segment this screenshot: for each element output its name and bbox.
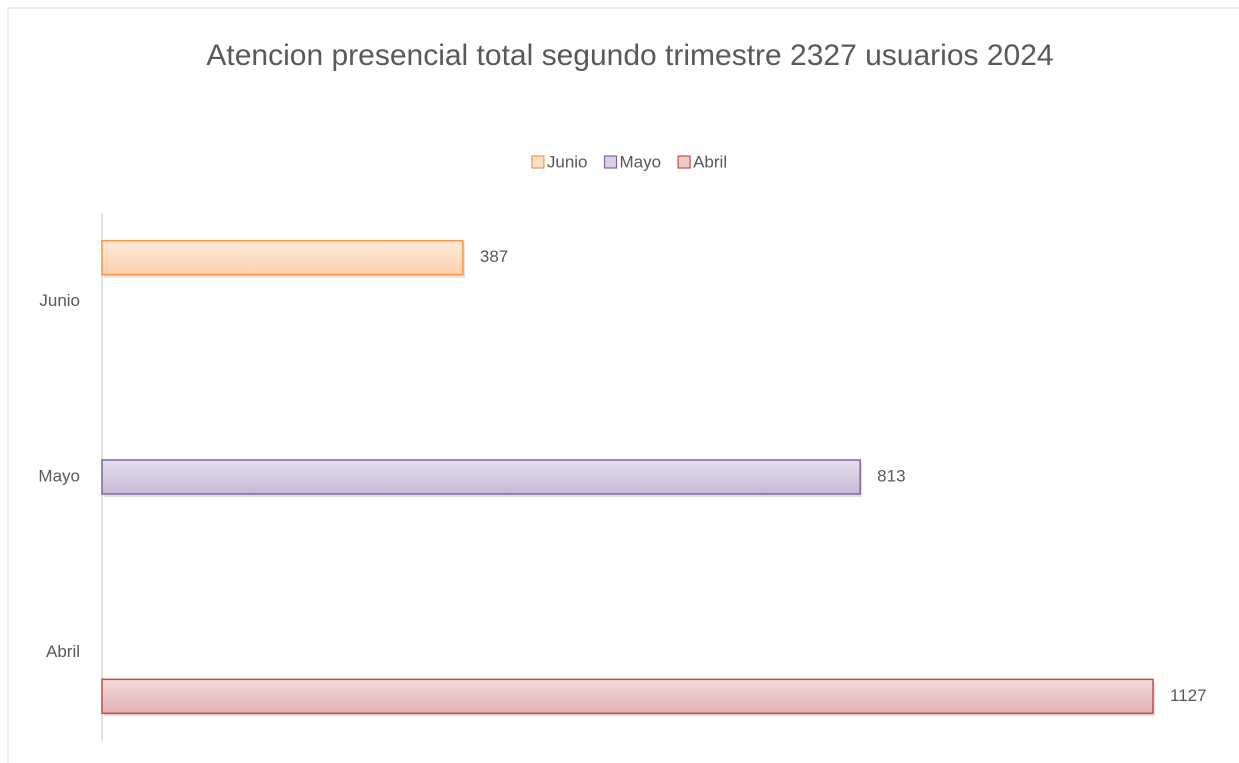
legend-swatch	[677, 155, 691, 169]
bar	[101, 239, 464, 276]
legend-swatch	[603, 155, 618, 169]
y-tick-label: Junio	[39, 291, 80, 310]
legend-label: Mayo	[620, 152, 662, 171]
chart-title: Atencion presencial total segundo trimes…	[206, 39, 1054, 72]
y-tick-label: Abril	[46, 642, 80, 661]
legend-label: Junio	[547, 152, 588, 171]
y-tick-label: Mayo	[38, 466, 80, 485]
data-label: 387	[480, 247, 508, 266]
bar	[101, 678, 1154, 715]
bar	[101, 459, 861, 495]
data-label: 1127	[1170, 686, 1207, 705]
data-label: 813	[877, 466, 905, 485]
legend-swatch	[531, 155, 545, 169]
legend-label: Abril	[693, 152, 727, 171]
